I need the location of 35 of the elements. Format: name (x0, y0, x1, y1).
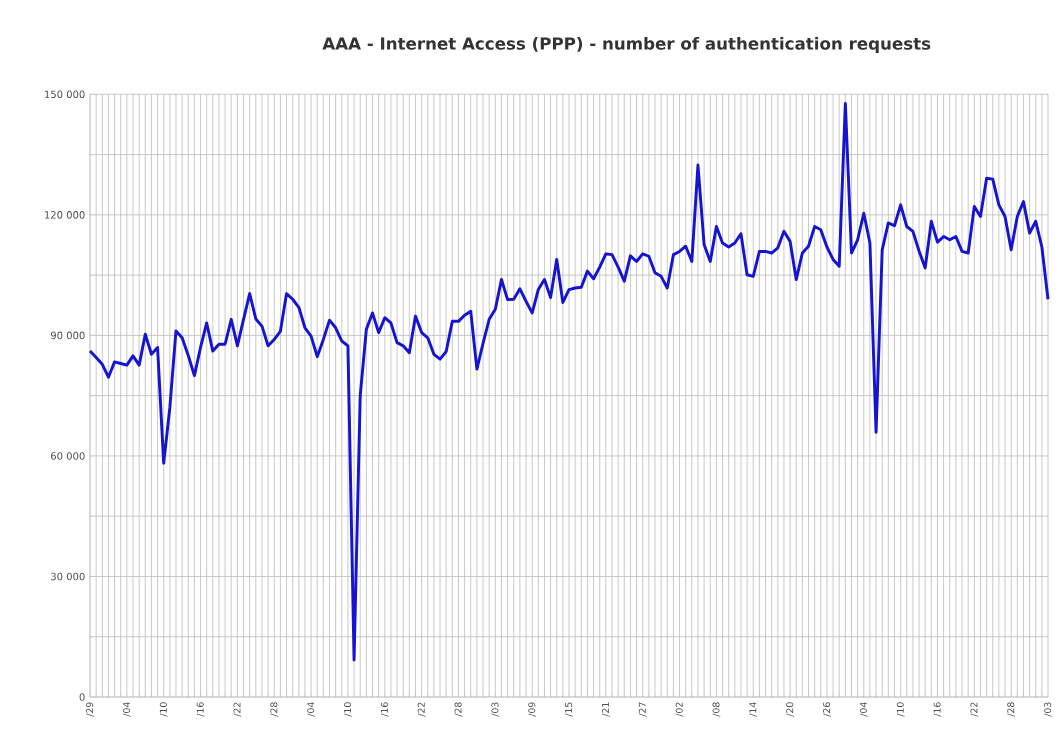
chart-title: AAA - Internet Access (PPP) - number of authentication requests (322, 36, 931, 54)
y-tick-label: 30 000 (51, 572, 85, 581)
y-tick-label: 0 (79, 693, 85, 701)
x-tick-label: /22 (970, 702, 979, 717)
x-tick-label: /16 (933, 702, 942, 717)
x-tick-label: /03 (491, 702, 500, 717)
x-tick-label: /03 (1044, 702, 1052, 717)
y-tick-label: 150 000 (45, 90, 85, 99)
x-tick-label: /28 (454, 702, 463, 717)
x-tick-label: /04 (859, 702, 868, 717)
x-tick-label: /20 (786, 702, 794, 717)
x-tick-label: /21 (601, 702, 610, 717)
x-tick-label: /02 (675, 702, 684, 717)
x-tick-label: /10 (159, 702, 168, 717)
x-tick-label: /22 (417, 702, 426, 717)
y-tick-label: 120 000 (45, 211, 85, 219)
x-tick-label: /27 (638, 702, 647, 717)
y-tick-label: 60 000 (50, 452, 85, 460)
x-tick-label: /10 (344, 702, 352, 717)
x-tick-label: /09 (528, 702, 537, 717)
x-tick-label: /04 (307, 702, 315, 717)
x-tick-label: /10 (896, 702, 905, 717)
line-series (88, 102, 1050, 662)
y-tick-label: 90 000 (50, 331, 85, 340)
x-tick-label: /16 (196, 702, 205, 717)
x-tick-label: /28 (270, 702, 279, 717)
x-tick-label: /29 (86, 702, 94, 717)
x-tick-label: /04 (122, 702, 131, 717)
x-tick-label: /08 (712, 702, 721, 717)
x-tick-label: /15 (565, 702, 573, 717)
x-tick-label: /16 (380, 702, 389, 717)
x-tick-label: /14 (749, 702, 758, 717)
x-tick-label: /26 (823, 702, 831, 717)
x-tick-label: /22 (233, 702, 242, 717)
x-tick-label: /28 (1007, 702, 1016, 717)
